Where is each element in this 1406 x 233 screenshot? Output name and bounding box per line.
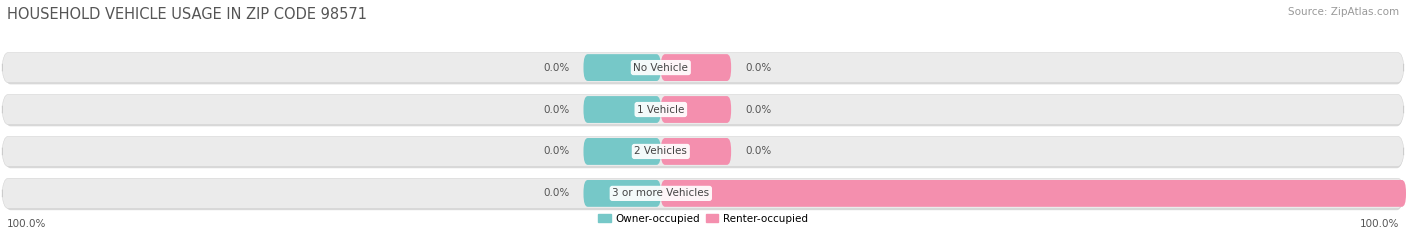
FancyBboxPatch shape <box>661 138 731 165</box>
Text: 2 Vehicles: 2 Vehicles <box>634 147 688 156</box>
FancyBboxPatch shape <box>661 54 731 81</box>
Text: 0.0%: 0.0% <box>745 105 772 114</box>
FancyBboxPatch shape <box>4 180 1403 210</box>
Legend: Owner-occupied, Renter-occupied: Owner-occupied, Renter-occupied <box>595 209 811 228</box>
Text: Source: ZipAtlas.com: Source: ZipAtlas.com <box>1288 7 1399 17</box>
Text: 100.0%: 100.0% <box>1360 219 1399 229</box>
FancyBboxPatch shape <box>4 54 1403 84</box>
FancyBboxPatch shape <box>583 54 661 81</box>
FancyBboxPatch shape <box>3 136 1403 167</box>
FancyBboxPatch shape <box>4 96 1403 126</box>
FancyBboxPatch shape <box>3 52 1403 83</box>
Text: 1 Vehicle: 1 Vehicle <box>637 105 685 114</box>
FancyBboxPatch shape <box>3 178 1403 209</box>
Text: 3 or more Vehicles: 3 or more Vehicles <box>612 188 710 198</box>
Text: 0.0%: 0.0% <box>543 105 569 114</box>
Text: 0.0%: 0.0% <box>543 188 569 198</box>
FancyBboxPatch shape <box>583 180 661 207</box>
FancyBboxPatch shape <box>3 94 1403 125</box>
FancyBboxPatch shape <box>583 138 661 165</box>
Text: 0.0%: 0.0% <box>745 63 772 72</box>
Text: 100.0%: 100.0% <box>7 219 46 229</box>
Text: 0.0%: 0.0% <box>543 147 569 156</box>
FancyBboxPatch shape <box>4 138 1403 168</box>
Text: 0.0%: 0.0% <box>745 147 772 156</box>
Text: 0.0%: 0.0% <box>543 63 569 72</box>
Text: No Vehicle: No Vehicle <box>633 63 689 72</box>
FancyBboxPatch shape <box>583 96 661 123</box>
Text: HOUSEHOLD VEHICLE USAGE IN ZIP CODE 98571: HOUSEHOLD VEHICLE USAGE IN ZIP CODE 9857… <box>7 7 367 22</box>
FancyBboxPatch shape <box>661 96 731 123</box>
FancyBboxPatch shape <box>661 180 1406 207</box>
